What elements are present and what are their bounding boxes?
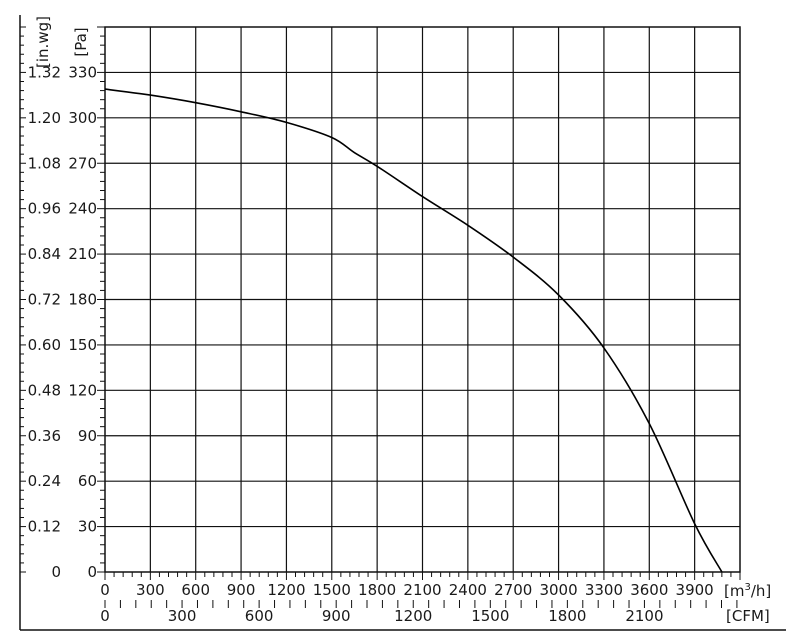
y-tick-label-pa: 0: [87, 563, 97, 581]
x-tick-label-m3h: 2400: [449, 581, 487, 599]
x-tick-label-cfm: 0: [100, 607, 110, 625]
y-tick-label-inwg: 0.24: [28, 472, 61, 490]
y-tick-label-pa: 330: [68, 63, 97, 81]
y-tick-labels-inwg: 0 0.12 0.24 0.36 0.48 0.60 0.72 0.84 0.96 1.08 1.2…: [28, 63, 61, 581]
y-tick-label-inwg: 0: [51, 563, 61, 581]
y-tick-label-inwg: 0.84: [28, 245, 61, 263]
y-tick-label-pa: 90: [78, 427, 97, 445]
x-tick-labels-m3h: 0 300 600 900 1200 1500 1800 2100 2400 2700 3000 33…: [100, 581, 714, 599]
minor-ticks: [20, 26, 741, 608]
y-tick-label-inwg: 0.48: [28, 381, 61, 399]
x-tick-label-m3h: 600: [181, 581, 210, 599]
x-tick-label-cfm: 300: [168, 607, 197, 625]
y-unit-label-inwg: [in.wg]: [34, 16, 52, 68]
y-tick-label-pa: 270: [68, 154, 97, 172]
y-tick-label-inwg: 0.72: [28, 291, 61, 309]
y-tick-label-pa: 120: [68, 381, 97, 399]
y-tick-label-pa: 240: [68, 200, 97, 218]
x-tick-label-cfm: 1200: [394, 607, 432, 625]
y-tick-label-inwg: 1.32: [28, 63, 61, 81]
x-tick-label-cfm: 1500: [471, 607, 509, 625]
x-tick-label-cfm: 900: [322, 607, 351, 625]
x-tick-label-m3h: 3900: [676, 581, 714, 599]
x-unit-tail: /h]: [751, 582, 771, 600]
x-tick-label-m3h: 1200: [267, 581, 305, 599]
x-tick-label-m3h: 1500: [313, 581, 351, 599]
x-unit-label-m3h: [m3/h]: [724, 582, 771, 600]
plot-frame: [104, 26, 741, 573]
x-tick-label-cfm: 2100: [625, 607, 663, 625]
y-tick-label-inwg: 0.60: [28, 336, 61, 354]
x-tick-label-m3h: 1800: [358, 581, 396, 599]
y-tick-label-inwg: 0.12: [28, 518, 61, 536]
grid: [105, 27, 740, 572]
pressure-flow-curve: [104, 88, 723, 573]
x-unit-label-cfm: [CFM]: [726, 607, 770, 625]
y-tick-label-inwg: 1.20: [28, 109, 61, 127]
x-tick-label-m3h: 2100: [403, 581, 441, 599]
y-tick-label-pa: 180: [68, 291, 97, 309]
y-tick-label-pa: 150: [68, 336, 97, 354]
y-unit-label-pa: [Pa]: [72, 27, 90, 56]
y-tick-label-pa: 30: [78, 518, 97, 536]
x-tick-label-m3h: 300: [136, 581, 165, 599]
y-tick-label-pa: 60: [78, 472, 97, 490]
x-tick-label-cfm: 600: [245, 607, 274, 625]
x-unit-sup: 3: [744, 582, 750, 593]
x-tick-label-m3h: 3300: [585, 581, 623, 599]
y-tick-label-pa: 300: [68, 109, 97, 127]
y-tick-label-pa: 210: [68, 245, 97, 263]
x-tick-labels-cfm: 0 300 600 900 1200 1500 1800 2100: [100, 607, 663, 625]
x-tick-label-m3h: 900: [227, 581, 256, 599]
x-tick-label-m3h: 3600: [630, 581, 668, 599]
x-tick-label-cfm: 1800: [548, 607, 586, 625]
x-tick-label-m3h: 2700: [494, 581, 532, 599]
y-tick-label-inwg: 0.96: [28, 200, 61, 218]
x-tick-label-m3h: 3000: [539, 581, 577, 599]
y-tick-label-inwg: 0.36: [28, 427, 61, 445]
x-unit-base: [m: [724, 582, 744, 600]
x-tick-label-m3h: 0: [100, 581, 110, 599]
y-tick-label-inwg: 1.08: [28, 154, 61, 172]
y-tick-labels-pa: 0 30 60 90 120 150 180 210 240 270 300 330: [68, 63, 97, 581]
